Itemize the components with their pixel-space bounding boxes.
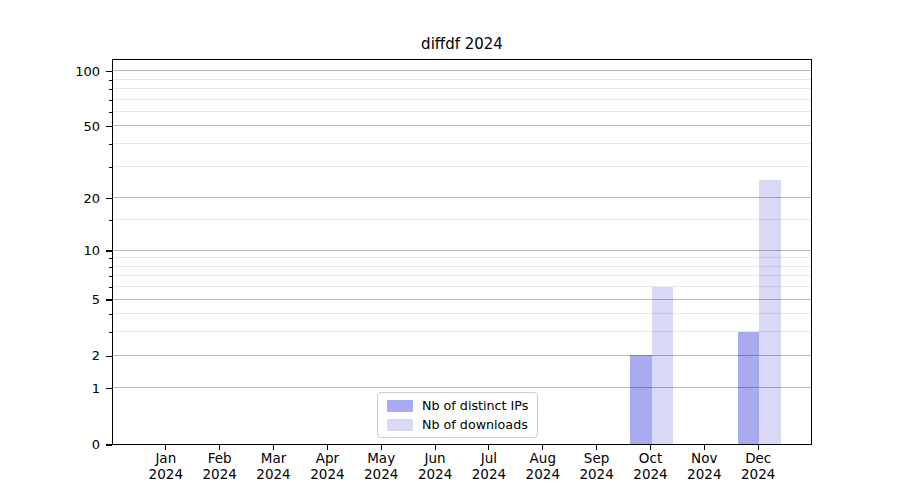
x-axis-tick-label: May 2024 xyxy=(354,451,408,482)
major-gridline xyxy=(113,387,811,388)
y-axis-tick-label: 2 xyxy=(34,348,100,364)
y-axis-minor-tick xyxy=(109,112,112,113)
y-axis-minor-tick xyxy=(109,267,112,268)
y-axis-major-tick xyxy=(106,71,112,72)
minor-gridline xyxy=(113,219,811,220)
x-axis-tick-label: Aug 2024 xyxy=(516,451,570,482)
legend-item-downloads: Nb of downloads xyxy=(387,417,528,432)
x-axis-tick-label: Apr 2024 xyxy=(300,451,354,482)
legend-label-downloads: Nb of downloads xyxy=(422,417,528,432)
x-axis-tick-label: Mar 2024 xyxy=(247,451,301,482)
y-axis-minor-tick xyxy=(109,144,112,145)
minor-gridline xyxy=(113,286,811,287)
minor-gridline xyxy=(113,166,811,167)
legend-item-distinct-ips: Nb of distinct IPs xyxy=(387,398,528,413)
y-axis-minor-tick xyxy=(109,80,112,81)
legend-swatch-downloads xyxy=(387,419,413,431)
legend: Nb of distinct IPs Nb of downloads xyxy=(377,392,538,438)
chart-title: diffdf 2024 xyxy=(112,35,812,53)
y-axis-minor-tick xyxy=(109,89,112,90)
y-axis-tick-label: 20 xyxy=(34,191,100,207)
major-gridline xyxy=(113,70,811,71)
minor-gridline xyxy=(113,111,811,112)
major-gridline xyxy=(113,250,811,251)
y-axis-tick-label: 10 xyxy=(34,243,100,259)
x-axis-tick-label: Feb 2024 xyxy=(193,451,247,482)
x-axis-tick-label: Sep 2024 xyxy=(570,451,624,482)
y-axis-tick-label: 100 xyxy=(34,64,100,80)
x-axis-tick-label: Dec 2024 xyxy=(731,451,785,482)
minor-gridline xyxy=(113,143,811,144)
y-axis-major-tick xyxy=(106,356,112,357)
minor-gridline xyxy=(113,275,811,276)
bar-distinct-ips-oct xyxy=(630,355,652,444)
y-axis-major-tick xyxy=(106,126,112,127)
minor-gridline xyxy=(113,88,811,89)
major-gridline xyxy=(113,125,811,126)
major-gridline xyxy=(113,355,811,356)
y-axis-major-tick xyxy=(106,299,112,300)
plot-area xyxy=(112,59,812,445)
y-axis-major-tick xyxy=(106,444,112,445)
y-axis-minor-tick xyxy=(109,258,112,259)
minor-gridline xyxy=(113,99,811,100)
minor-gridline xyxy=(113,257,811,258)
y-axis-minor-tick xyxy=(109,167,112,168)
major-gridline xyxy=(113,299,811,300)
x-axis-tick-label: Jun 2024 xyxy=(408,451,462,482)
minor-gridline xyxy=(113,331,811,332)
minor-gridline xyxy=(113,266,811,267)
figure: diffdf 2024 Nb of distinct IPs Nb of dow… xyxy=(0,0,900,500)
y-axis-major-tick xyxy=(106,388,112,389)
y-axis-minor-tick xyxy=(109,220,112,221)
y-axis-minor-tick xyxy=(109,287,112,288)
y-axis-minor-tick xyxy=(109,276,112,277)
legend-swatch-distinct-ips xyxy=(387,400,413,412)
x-axis-tick-label: Nov 2024 xyxy=(677,451,731,482)
y-axis-tick-label: 1 xyxy=(34,381,100,397)
y-axis-minor-tick xyxy=(109,332,112,333)
x-axis-tick-label: Oct 2024 xyxy=(624,451,678,482)
y-axis-major-tick xyxy=(106,250,112,251)
x-axis-tick-label: Jan 2024 xyxy=(139,451,193,482)
minor-gridline xyxy=(113,313,811,314)
y-axis-minor-tick xyxy=(109,100,112,101)
legend-label-distinct-ips: Nb of distinct IPs xyxy=(422,398,528,413)
x-axis-tick-label: Jul 2024 xyxy=(462,451,516,482)
y-axis-major-tick xyxy=(106,198,112,199)
minor-gridline xyxy=(113,79,811,80)
major-gridline xyxy=(113,197,811,198)
y-axis-minor-tick xyxy=(109,314,112,315)
y-axis-tick-label: 0 xyxy=(34,437,100,453)
y-axis-tick-label: 50 xyxy=(34,119,100,135)
bar-downloads-oct xyxy=(652,287,674,444)
y-axis-tick-label: 5 xyxy=(34,292,100,308)
